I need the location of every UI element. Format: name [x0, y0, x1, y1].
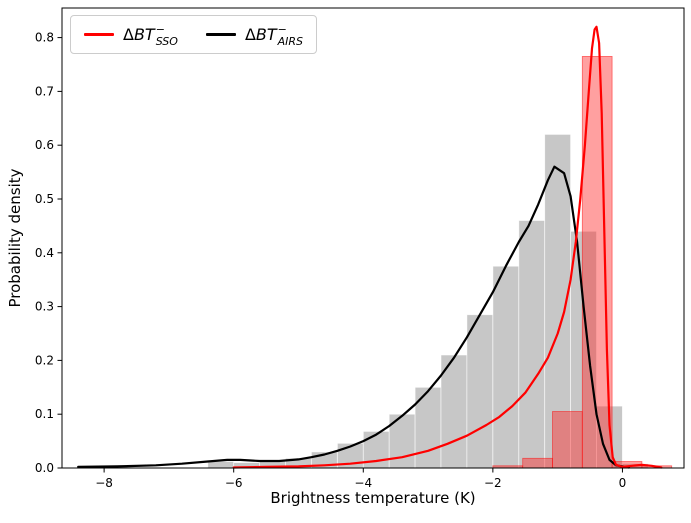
legend-line-sample [84, 33, 114, 37]
hist-bar [552, 411, 583, 469]
legend-label-delta: Δ [244, 25, 256, 45]
legend-label-superscript: − [155, 23, 165, 36]
y-axis-label: Probability density [6, 168, 24, 308]
legend-label-var: BT [255, 25, 277, 45]
hist-bar [207, 461, 235, 469]
legend-label-subscript: SSO [155, 34, 178, 48]
y-tick-label: 0.0 [35, 461, 54, 475]
y-tick-label: 0.8 [35, 31, 54, 45]
hist-bar [518, 220, 546, 469]
legend-label-var: BT [133, 25, 155, 45]
legend: Δ BT − SSO Δ BT − AIRS [70, 15, 318, 55]
y-axis: 0.0 0.1 0.2 0.3 0.4 0.5 0.6 0.7 0.8 [35, 31, 62, 475]
legend-label: Δ BT − AIRS [244, 23, 303, 47]
y-tick-label: 0.2 [35, 353, 54, 367]
y-tick-label: 0.3 [35, 300, 54, 314]
hist-bar [522, 457, 553, 469]
legend-label-subscript: AIRS [277, 34, 304, 48]
legend-label-delta: Δ [123, 25, 134, 45]
x-tick-label: −4 [354, 476, 372, 490]
legend-label: Δ BT − SSO [123, 23, 178, 47]
y-tick-label: 0.6 [35, 138, 54, 152]
hist-bar [492, 265, 520, 469]
y-tick-label: 0.7 [35, 84, 54, 98]
x-axis-label: Brightness temperature (K) [270, 489, 476, 507]
y-tick-label: 0.5 [35, 192, 54, 206]
x-tick-label: −2 [484, 476, 502, 490]
legend-item: Δ BT − SSO [84, 23, 178, 47]
plot-frame [61, 7, 685, 469]
x-tick-label: −6 [225, 476, 243, 490]
legend-label-scripts: − AIRS [278, 24, 303, 47]
legend-label-superscript: − [277, 23, 287, 36]
x-tick-label: 0 [619, 476, 627, 490]
sso-kde-line [232, 25, 663, 469]
airs-kde-line [77, 165, 630, 469]
y-tick-label: 0.1 [35, 407, 54, 421]
legend-item: Δ BT − AIRS [205, 23, 303, 47]
legend-line-sample [205, 33, 236, 37]
y-tick-label: 0.4 [35, 246, 54, 260]
hist-bar [466, 314, 494, 469]
hist-bar [570, 230, 597, 469]
x-axis: −8 −6 −4 −2 0 [95, 468, 626, 490]
kde-lines [77, 25, 663, 469]
legend-label-scripts: − SSO [156, 24, 178, 47]
x-tick-label: −8 [95, 476, 113, 490]
